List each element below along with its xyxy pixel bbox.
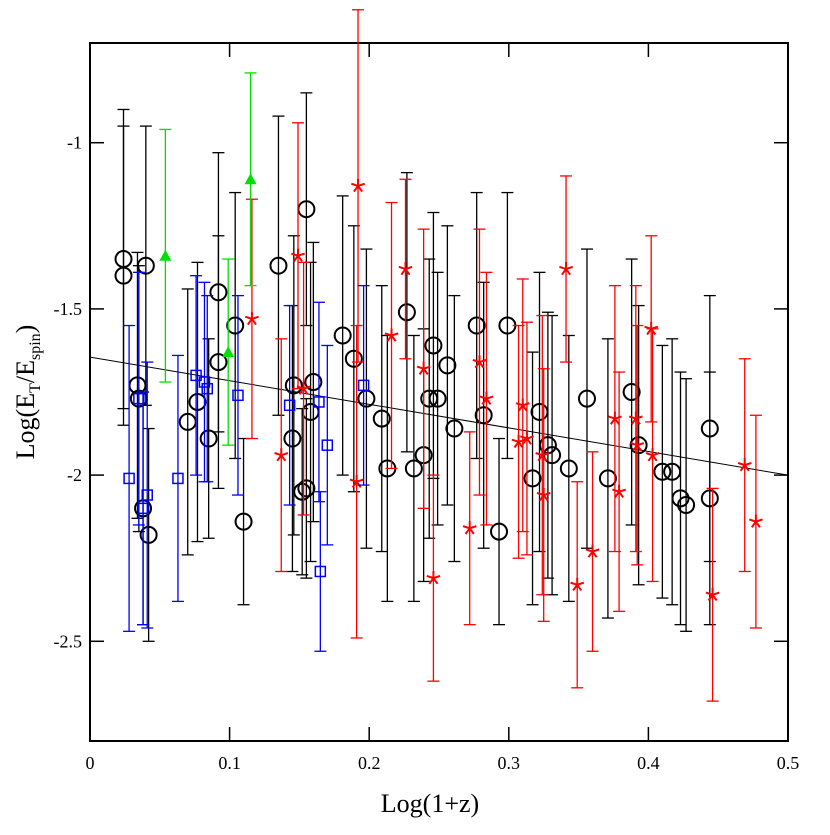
point bbox=[137, 502, 149, 515]
point bbox=[321, 439, 334, 451]
point bbox=[222, 346, 235, 358]
point bbox=[209, 353, 228, 372]
point bbox=[296, 381, 311, 395]
x-tick-label: 0.3 bbox=[498, 753, 521, 773]
y-label-part: /E bbox=[11, 360, 40, 383]
point bbox=[598, 469, 617, 488]
point bbox=[519, 431, 534, 445]
point bbox=[123, 472, 135, 485]
point bbox=[445, 419, 464, 438]
point bbox=[607, 411, 622, 425]
point bbox=[198, 376, 211, 388]
point bbox=[677, 496, 696, 515]
point bbox=[269, 256, 288, 275]
y-label-part: ) bbox=[11, 325, 40, 334]
y-label-sub: T bbox=[27, 383, 44, 393]
point bbox=[645, 448, 660, 462]
point bbox=[351, 178, 365, 193]
x-tick-label: 0 bbox=[86, 753, 95, 773]
point bbox=[190, 369, 202, 382]
y-tick-label: -1 bbox=[67, 133, 82, 153]
point bbox=[283, 429, 302, 448]
point bbox=[570, 577, 585, 592]
point bbox=[653, 462, 672, 481]
x-tick-label: 0.4 bbox=[637, 753, 660, 773]
point bbox=[141, 489, 153, 501]
point bbox=[313, 396, 325, 408]
point bbox=[535, 448, 550, 462]
point bbox=[511, 434, 526, 449]
point bbox=[428, 389, 447, 408]
point bbox=[384, 328, 399, 342]
point bbox=[333, 326, 352, 345]
point bbox=[438, 356, 457, 375]
point bbox=[426, 571, 441, 585]
point bbox=[474, 406, 493, 425]
point bbox=[201, 382, 214, 395]
point bbox=[274, 448, 289, 462]
point bbox=[398, 262, 413, 276]
point bbox=[234, 512, 253, 531]
point bbox=[188, 392, 207, 411]
point bbox=[462, 521, 477, 535]
point bbox=[159, 249, 172, 261]
point bbox=[737, 458, 752, 472]
point bbox=[705, 587, 720, 602]
point bbox=[700, 419, 719, 438]
point bbox=[344, 349, 363, 368]
y-tick-label: -2 bbox=[67, 465, 82, 485]
point bbox=[629, 436, 648, 455]
point bbox=[577, 389, 596, 408]
point bbox=[114, 266, 133, 285]
point bbox=[536, 488, 551, 502]
point bbox=[372, 409, 391, 428]
point bbox=[523, 469, 542, 488]
point bbox=[559, 262, 574, 276]
fit-line bbox=[89, 356, 789, 476]
point bbox=[232, 389, 244, 402]
point bbox=[244, 311, 259, 326]
point bbox=[397, 303, 416, 322]
point bbox=[284, 376, 303, 395]
x-tick-label: 0.1 bbox=[218, 753, 241, 773]
point bbox=[490, 522, 509, 541]
point bbox=[357, 379, 370, 392]
point bbox=[139, 525, 158, 544]
point bbox=[297, 479, 316, 498]
point bbox=[479, 391, 494, 405]
y-tick-label: -2.5 bbox=[54, 631, 83, 651]
point bbox=[630, 438, 645, 452]
point bbox=[467, 316, 486, 335]
point bbox=[612, 484, 627, 498]
point bbox=[472, 355, 487, 369]
point bbox=[314, 565, 327, 578]
point bbox=[585, 544, 600, 558]
point bbox=[404, 459, 423, 478]
point bbox=[226, 316, 245, 335]
x-tick-label: 0.2 bbox=[358, 753, 381, 773]
y-label-part: Log(E bbox=[11, 393, 40, 459]
point bbox=[628, 411, 643, 425]
y-tick-label: -1.5 bbox=[54, 299, 83, 319]
y-axis-label: Log(ET/Espin) bbox=[11, 325, 44, 460]
point bbox=[559, 459, 578, 478]
point bbox=[644, 321, 659, 336]
point bbox=[304, 373, 323, 392]
point bbox=[199, 429, 218, 448]
point bbox=[424, 336, 443, 355]
x-axis-label: Log(1+z) bbox=[381, 789, 479, 818]
point bbox=[244, 173, 257, 185]
y-label-sub: spin bbox=[27, 333, 44, 360]
x-tick-label: 0.5 bbox=[777, 753, 800, 773]
point bbox=[291, 248, 305, 262]
plot-frame bbox=[89, 42, 789, 742]
point bbox=[748, 514, 763, 528]
point bbox=[622, 383, 641, 401]
point bbox=[172, 472, 184, 485]
point bbox=[515, 398, 530, 412]
point bbox=[283, 399, 296, 412]
point bbox=[133, 392, 145, 405]
point bbox=[416, 361, 431, 375]
